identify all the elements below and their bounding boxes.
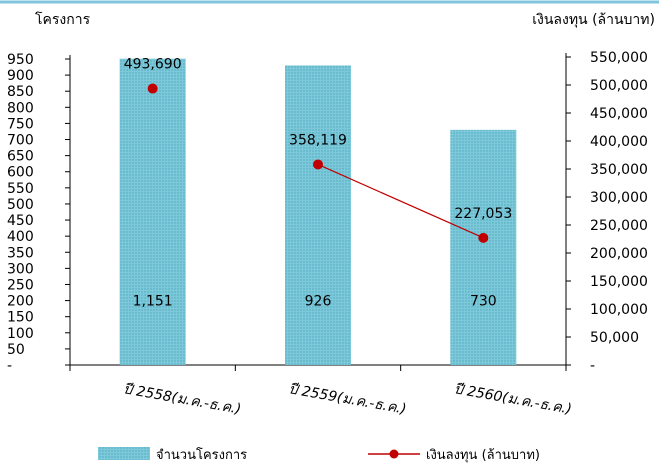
right-axis-tick-label: 400,000 [590,134,648,150]
line-series: 493,690 358,119 227,053 [124,57,512,243]
x-axis [69,364,567,371]
legend-line-marker [389,449,399,459]
right-axis-tick-label: 50,000 [590,330,639,346]
left-axis-title: โครงการ [35,11,91,28]
left-axis-tick-label: 700 [7,133,34,149]
line-point-2 [478,232,489,243]
left-axis-tick-label: 750 [7,116,34,132]
right-axis-tick-label: 550,000 [590,50,648,66]
bar-1 [285,65,351,365]
line-data-label: 493,690 [124,57,182,73]
right-axis-tick-label: 500,000 [590,78,648,94]
left-axis-tick-label: 800 [7,100,34,116]
bar-2 [450,129,517,365]
bar-data-label: 1,151 [133,294,173,310]
left-axis-tick-label: 550 [7,181,34,197]
bar-series: 1,151 926 730 [119,58,517,366]
right-axis-tick-label: 350,000 [590,162,648,178]
left-axis-tick-label: 200 [7,294,34,310]
legend: จำนวนโครงการ เงินลงทุน (ล้านบาท) [98,447,540,463]
left-axis-tick-label: 350 [7,245,34,261]
left-y-axis: -501001502002503003504004505005506006507… [7,52,71,374]
left-axis-tick-label: 250 [7,277,34,293]
right-y-axis: - 50,000 100,000 150,000 200,000 250,000 300,0… [565,50,648,374]
right-axis-tick-label: - [590,358,595,374]
left-axis-tick-label: 450 [7,213,34,229]
left-axis-tick-label: 100 [7,326,34,342]
left-axis-tick-label: 900 [7,68,34,84]
left-axis-tick-label: 650 [7,149,34,165]
line-data-label: 358,119 [289,132,347,148]
right-axis-tick-label: 450,000 [590,106,648,122]
bar-data-label: 730 [470,294,497,310]
category-labels: ปี 2558(ม.ค.-ธ.ค.) ปี 2559(ม.ค.-ธ.ค.) ปี 2… [122,381,573,417]
legend-bar-swatch [98,447,150,460]
legend-line-label: เงินลงทุน (ล้านบาท) [426,448,540,463]
left-axis-tick-label: 150 [7,310,34,326]
left-axis-tick-label: - [7,358,12,374]
category-label: ปี 2560(ม.ค.-ธ.ค.) [453,381,573,417]
bar-0 [119,58,186,366]
line-point-0 [147,83,158,94]
line-point-1 [313,159,323,170]
line-data-label: 227,053 [454,206,512,222]
left-axis-tick-label: 50 [7,342,25,358]
category-label: ปี 2559(ม.ค.-ธ.ค.) [287,381,407,417]
left-axis-tick-label: 500 [7,197,34,213]
legend-bar-label: จำนวนโครงการ [156,447,247,463]
category-label: ปี 2558(ม.ค.-ธ.ค.) [122,381,242,417]
left-axis-tick-label: 400 [7,229,34,245]
right-axis-tick-label: 200,000 [590,246,648,262]
left-axis-tick-label: 300 [7,261,34,277]
left-axis-tick-label: 950 [7,52,34,68]
right-axis-tick-label: 250,000 [590,218,648,234]
line-series-path [317,163,484,239]
right-axis-tick-label: 150,000 [590,274,648,290]
right-axis-tick-label: 100,000 [590,302,648,318]
bar-data-label: 926 [305,294,332,310]
left-axis-tick-label: 600 [7,165,34,181]
right-axis-title: เงินลงทุน (ล้านบาท) [532,12,655,28]
left-axis-tick-label: 850 [7,84,34,100]
right-axis-tick-label: 300,000 [590,190,648,206]
